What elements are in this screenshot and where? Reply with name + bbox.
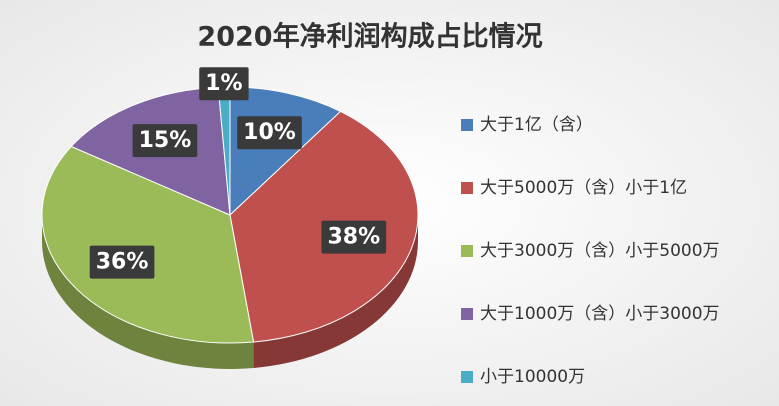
pie: 10% 38% 36% 15% 1%: [41, 67, 419, 369]
data-label-bg: [237, 116, 302, 150]
data-label-group: 10%: [237, 116, 302, 150]
legend-label: 小于10000万: [480, 367, 585, 387]
legend-swatch: [461, 119, 473, 131]
data-label: 1%: [205, 71, 242, 96]
legend: 大于1亿（含） 大于5000万（含）小于1亿大于3000万（含）小于5000万大于…: [461, 115, 720, 387]
data-label-group: 15%: [132, 124, 198, 158]
legend-label: 大于5000万（含）小于1亿: [480, 178, 687, 198]
data-label-bg: [132, 124, 198, 158]
slice-side: [253, 215, 418, 368]
data-label: 10%: [243, 120, 296, 145]
legend-swatch: [461, 245, 473, 257]
slice-side: [42, 215, 254, 369]
legend-label: 大于1000万（含）小于3000万: [480, 304, 720, 324]
slice: [41, 145, 255, 344]
legend-label: 大于3000万（含）小于5000万: [480, 241, 720, 261]
legend-swatch: [461, 308, 473, 320]
data-label-group: 38%: [321, 220, 387, 254]
chart-title: 2020年净利润构成占比情况: [197, 21, 542, 53]
legend-label: 大于1亿（含）: [480, 115, 593, 135]
data-label-bg: [321, 220, 387, 254]
data-label: 15%: [139, 128, 192, 153]
legend-swatch: [461, 371, 473, 383]
data-label-group: 36%: [89, 245, 155, 279]
data-label-bg: [89, 245, 155, 279]
data-label-group: 1%: [199, 67, 249, 101]
data-label-bg: [199, 67, 249, 101]
data-label: 38%: [327, 225, 380, 250]
data-label: 36%: [96, 250, 149, 275]
legend-swatch: [461, 182, 473, 194]
